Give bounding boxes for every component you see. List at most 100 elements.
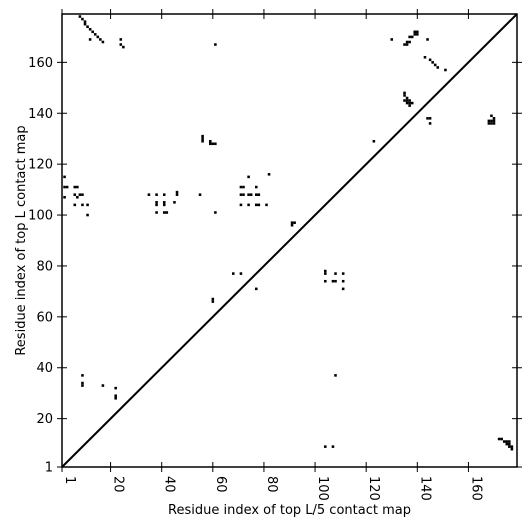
contact-point: [242, 193, 245, 196]
contact-point: [508, 440, 511, 443]
contact-point: [76, 185, 79, 189]
contact-point: [242, 185, 245, 189]
contact-point: [324, 279, 327, 283]
contact-point: [231, 272, 235, 275]
contact-point: [408, 101, 411, 105]
contact-point: [334, 279, 337, 283]
contact-point: [508, 445, 511, 448]
contact-point: [444, 68, 447, 72]
contact-point: [73, 185, 77, 189]
contact-point: [505, 442, 509, 446]
contact-point: [175, 193, 179, 196]
contact-point: [201, 134, 204, 138]
contact-point: [208, 139, 212, 143]
contact-point: [211, 297, 215, 301]
contact-point: [247, 175, 250, 179]
contact-point: [162, 203, 166, 207]
y-tick-label: 60: [36, 310, 53, 325]
x-tick-label: 120: [366, 476, 381, 501]
contact-point: [410, 101, 414, 105]
contact-point: [390, 38, 394, 41]
contact-point: [510, 447, 514, 451]
contact-point: [436, 66, 440, 69]
x-tick-label: 60: [213, 476, 228, 493]
contact-point: [73, 203, 77, 207]
contact-point: [331, 445, 335, 448]
contact-point: [267, 173, 271, 176]
contact-point: [508, 442, 511, 446]
contact-point: [162, 201, 166, 204]
contact-point: [413, 33, 417, 36]
contact-point: [257, 203, 261, 207]
y-tick-label: 100: [28, 209, 53, 224]
x-tick-label: 140: [417, 476, 432, 501]
contact-point: [214, 142, 217, 146]
contact-point: [93, 33, 97, 36]
contact-point: [408, 99, 411, 102]
contact-point: [492, 122, 496, 125]
contact-point: [81, 384, 84, 387]
contact-point: [487, 119, 491, 123]
x-tick-label: 1: [62, 476, 77, 484]
contact-point: [114, 386, 117, 390]
contact-point: [239, 203, 243, 207]
contact-point: [433, 63, 437, 67]
y-tick-label: 1: [45, 461, 53, 476]
contact-point: [426, 117, 429, 120]
contact-point: [428, 117, 432, 120]
contact-point: [413, 30, 417, 34]
contact-point: [341, 279, 345, 283]
contact-point: [83, 20, 87, 23]
contact-point: [208, 142, 212, 146]
contact-point: [173, 201, 176, 204]
contact-point: [155, 211, 158, 214]
y-tick-label: 80: [36, 259, 53, 274]
contact-point: [405, 99, 409, 102]
x-tick-label: 100: [315, 476, 330, 501]
contact-point: [500, 437, 503, 441]
contact-point: [211, 300, 215, 303]
contact-point: [214, 43, 217, 46]
y-tick-label: 120: [28, 158, 53, 173]
contact-point: [175, 190, 179, 194]
contact-point: [247, 193, 250, 196]
y-axis-title: Residue index of top L contact map: [14, 125, 29, 355]
contact-point: [239, 193, 243, 196]
contact-point: [416, 30, 419, 34]
contact-point: [490, 119, 493, 123]
contact-point: [403, 91, 406, 95]
contact-point: [247, 203, 250, 207]
x-axis-title: Residue index of top L/5 contact map: [168, 503, 411, 518]
contact-point: [73, 193, 77, 196]
x-tick-label: 40: [162, 476, 177, 493]
contact-point: [492, 119, 496, 123]
contact-point: [249, 193, 253, 196]
contact-point: [86, 25, 89, 29]
contact-point: [408, 104, 411, 107]
contact-point: [334, 374, 337, 377]
contact-point: [81, 381, 84, 385]
contact-point: [99, 38, 102, 41]
contact-point: [497, 437, 501, 441]
contact-point: [426, 38, 429, 41]
plot-frame: [61, 13, 518, 468]
contact-point: [101, 40, 105, 44]
contact-point: [431, 61, 434, 64]
contact-point: [211, 142, 215, 146]
y-tick-label: 160: [28, 56, 53, 71]
contact-point: [487, 122, 491, 125]
contact-points: [63, 15, 514, 451]
contact-point: [81, 17, 84, 21]
contact-point: [96, 35, 100, 39]
contact-point: [83, 22, 87, 26]
contact-point: [147, 193, 151, 196]
contact-point: [81, 203, 84, 207]
contact-point: [101, 384, 105, 387]
contact-point: [341, 287, 345, 291]
contact-point: [78, 15, 82, 18]
contact-point: [86, 203, 89, 207]
contact-point: [490, 122, 493, 125]
contact-point: [410, 35, 414, 39]
contact-point: [76, 195, 79, 199]
contact-point: [119, 43, 123, 46]
